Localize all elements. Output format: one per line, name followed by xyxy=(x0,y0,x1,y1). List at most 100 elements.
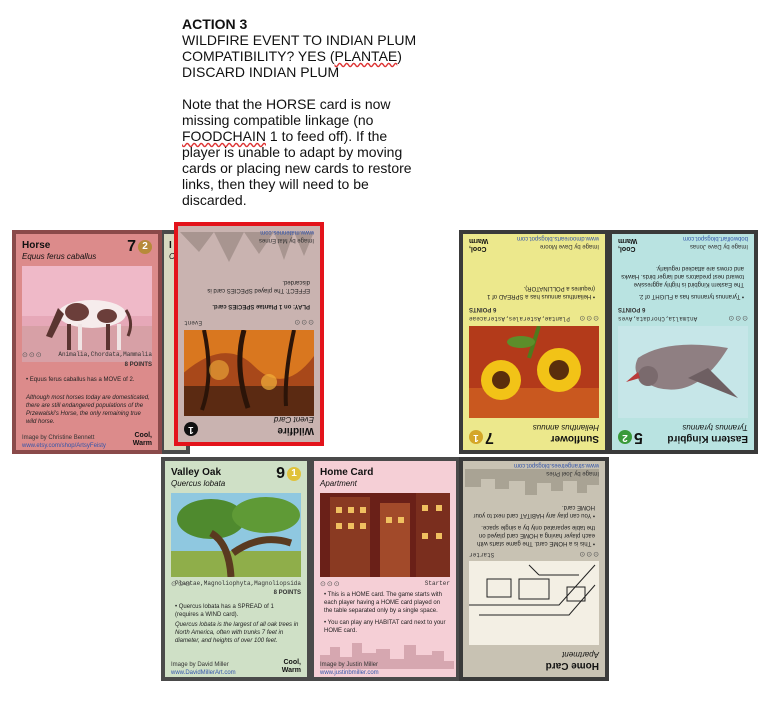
card-icons: ⊙⊙⊙ xyxy=(171,581,192,588)
card-url: www.DavidMillerArt.com xyxy=(171,670,236,676)
card-credit: Image by David Miller xyxy=(171,662,229,668)
climate-2: Warm xyxy=(281,667,301,674)
card-title: Horse xyxy=(22,240,51,251)
card-home-opponent[interactable]: Home Card Apartment ⊙⊙⊙ Starter • This i… xyxy=(459,457,609,681)
card-climate: Cool, Warm xyxy=(133,432,152,448)
compat-close: ) xyxy=(397,48,402,64)
card-title: Home Card xyxy=(320,467,374,478)
kingbird-rotated-content: Eastern Kingbird Tyrannus tyrannus 5 2 ⊙… xyxy=(612,234,754,450)
card-url: www.etsy.com/shop/ArtsyFeisty xyxy=(22,443,106,449)
card-title: Valley Oak xyxy=(171,467,222,478)
card-credit: Image by Joel Pries xyxy=(546,470,599,476)
card-play: PLAY: on 1 Plantae SPECIES card. xyxy=(212,303,310,309)
card-credit: Image by Justin Miller xyxy=(320,662,379,668)
foodchain-coin: 1 xyxy=(287,467,301,481)
card-text-2: • You can play any HABITAT card next to … xyxy=(473,504,596,518)
interior-illustration xyxy=(469,561,599,645)
note-text: 1 to feed off). If the xyxy=(266,128,388,144)
note-paragraph: Note that the HORSE card is now missing … xyxy=(182,96,442,208)
card-title: I xyxy=(169,240,172,251)
wildfire-illustration xyxy=(184,330,314,416)
card-latin: Equus ferus caballus xyxy=(22,252,97,261)
action-line-compat: COMPATIBILITY? YES (PLANTAE) xyxy=(182,48,442,64)
card-flavor: Although most horses today are domestica… xyxy=(26,395,150,425)
card-horse[interactable]: Horse Equus ferus caballus 7 2 ⊙⊙⊙ Anima… xyxy=(12,230,162,454)
card-latin: Tyrannus tyrannus xyxy=(682,423,748,432)
card-valley-oak[interactable]: Valley Oak Quercus lobata 9 1 ⊙⊙⊙ Planta… xyxy=(161,457,311,681)
card-points: 6 POINTS xyxy=(618,306,646,312)
card-url: www.justinbmiller.com xyxy=(320,670,379,676)
card-latin: O xyxy=(169,252,176,261)
foodchain-coin: 1 xyxy=(469,430,483,444)
card-taxonomy: Animalia,Chordata,Aves xyxy=(618,315,698,322)
card-credit: Image by Mat Ennes xyxy=(258,237,314,243)
action-instructions: ACTION 3 WILDFIRE EVENT TO INDIAN PLUM C… xyxy=(182,16,442,208)
note-line: missing compatible linkage (no xyxy=(182,112,374,128)
note-line: FOODCHAIN 1 to feed off). If the xyxy=(182,128,442,144)
card-text: • This is a HOME card. The game starts w… xyxy=(477,524,595,546)
card-icons: ⊙⊙⊙ xyxy=(578,550,599,557)
card-number: 9 xyxy=(276,465,285,482)
card-points: 6 POINTS xyxy=(469,306,497,312)
card-latin: Quercus lobata xyxy=(171,479,226,488)
horse-illustration xyxy=(22,266,152,362)
card-taxonomy: Animalia,Chordata,Mammalia xyxy=(58,351,152,358)
card-icons: ⊙⊙⊙ xyxy=(578,314,599,321)
card-title: Wildfire xyxy=(277,425,314,436)
card-text: • Tyrannus tyrannus has a FLIGHT of 2. xyxy=(638,293,744,299)
card-icons: ⊙⊙⊙ xyxy=(22,352,43,359)
card-climate: Cool, Warm xyxy=(469,236,488,252)
action-line-discard: DISCARD INDIAN PLUM xyxy=(182,64,340,80)
card-credit: Image by Christine Bennett xyxy=(22,435,95,441)
card-subtitle: Apartment xyxy=(562,650,599,659)
climate-2: Warm xyxy=(132,440,152,447)
card-kingbird[interactable]: Eastern Kingbird Tyrannus tyrannus 5 2 ⊙… xyxy=(608,230,758,454)
card-url: www.matennes.com xyxy=(260,229,314,235)
card-url: bobwolfart.blogspot.com xyxy=(682,235,748,241)
sunflower-illustration xyxy=(469,326,599,418)
card-text: • This is a HOME card. The game starts w… xyxy=(324,592,442,614)
action-heading: ACTION 3 xyxy=(182,16,248,32)
note-line: discarded. xyxy=(182,192,247,208)
card-icons: ⊙⊙⊙ xyxy=(727,314,748,321)
card-number: 7 xyxy=(485,429,494,446)
card-title: Home Card xyxy=(545,660,599,671)
card-icons: ⊙⊙⊙ xyxy=(293,318,314,325)
sunflower-rotated-content: Sunflower Helianthus annuus 7 1 ⊙⊙⊙ Plan… xyxy=(463,234,605,450)
card-tag: Starter xyxy=(424,580,450,587)
compat-kingdom: PLANTAE xyxy=(334,48,398,64)
card-subtitle: Apartment xyxy=(320,479,357,488)
card-points: 8 POINTS xyxy=(124,362,152,368)
card-number: 7 xyxy=(127,238,136,255)
climate-1: Cool, xyxy=(618,245,636,252)
card-number: 5 xyxy=(634,429,643,446)
card-text-2: • You can play any HABITAT card next to … xyxy=(324,620,446,634)
oak-illustration xyxy=(171,493,301,577)
plant-silhouette xyxy=(180,232,314,266)
card-credit: Image by Dave Moore xyxy=(539,243,599,249)
climate-1: Cool, xyxy=(134,432,153,439)
action-line-event: WILDFIRE EVENT TO INDIAN PLUM xyxy=(182,32,417,48)
event-coin: 1 xyxy=(184,422,198,436)
card-wildfire[interactable]: Wildfire Event Card 1 ⊙⊙⊙ Event PLAY: on… xyxy=(174,222,324,446)
foodchain-term: FOODCHAIN xyxy=(182,128,266,144)
note-line: cards or placing new cards to restore xyxy=(182,160,412,176)
card-taxonomy: Plantae,Magnoliophyta,Magnoliopsida xyxy=(174,580,301,587)
card-tag: Starter xyxy=(469,551,495,558)
climate-1: Cool, xyxy=(283,659,302,666)
foodchain-coin: 2 xyxy=(618,430,632,444)
card-points: 8 POINTS xyxy=(273,590,301,596)
card-latin: Helianthus annuus xyxy=(532,423,599,432)
card-sunflower[interactable]: Sunflower Helianthus annuus 7 1 ⊙⊙⊙ Plan… xyxy=(459,230,609,454)
compat-text: COMPATIBILITY? YES ( xyxy=(182,48,335,64)
foodchain-coin: 2 xyxy=(138,240,152,254)
home-opponent-rotated-content: Home Card Apartment ⊙⊙⊙ Starter • This i… xyxy=(463,461,605,677)
card-url: www.strangetrees.blogspot.com xyxy=(513,462,599,468)
note-line: player is unable to adapt by moving xyxy=(182,144,403,160)
note-line: Note that the HORSE card is now xyxy=(182,96,391,112)
card-url: www.dmoorearts.blogspot.com xyxy=(516,235,599,241)
kingbird-illustration xyxy=(618,326,748,418)
card-title: Sunflower xyxy=(550,433,599,444)
card-title: Eastern Kingbird xyxy=(667,433,748,444)
card-home[interactable]: Home Card Apartment ⊙⊙⊙ Starter • This i… xyxy=(310,457,460,681)
